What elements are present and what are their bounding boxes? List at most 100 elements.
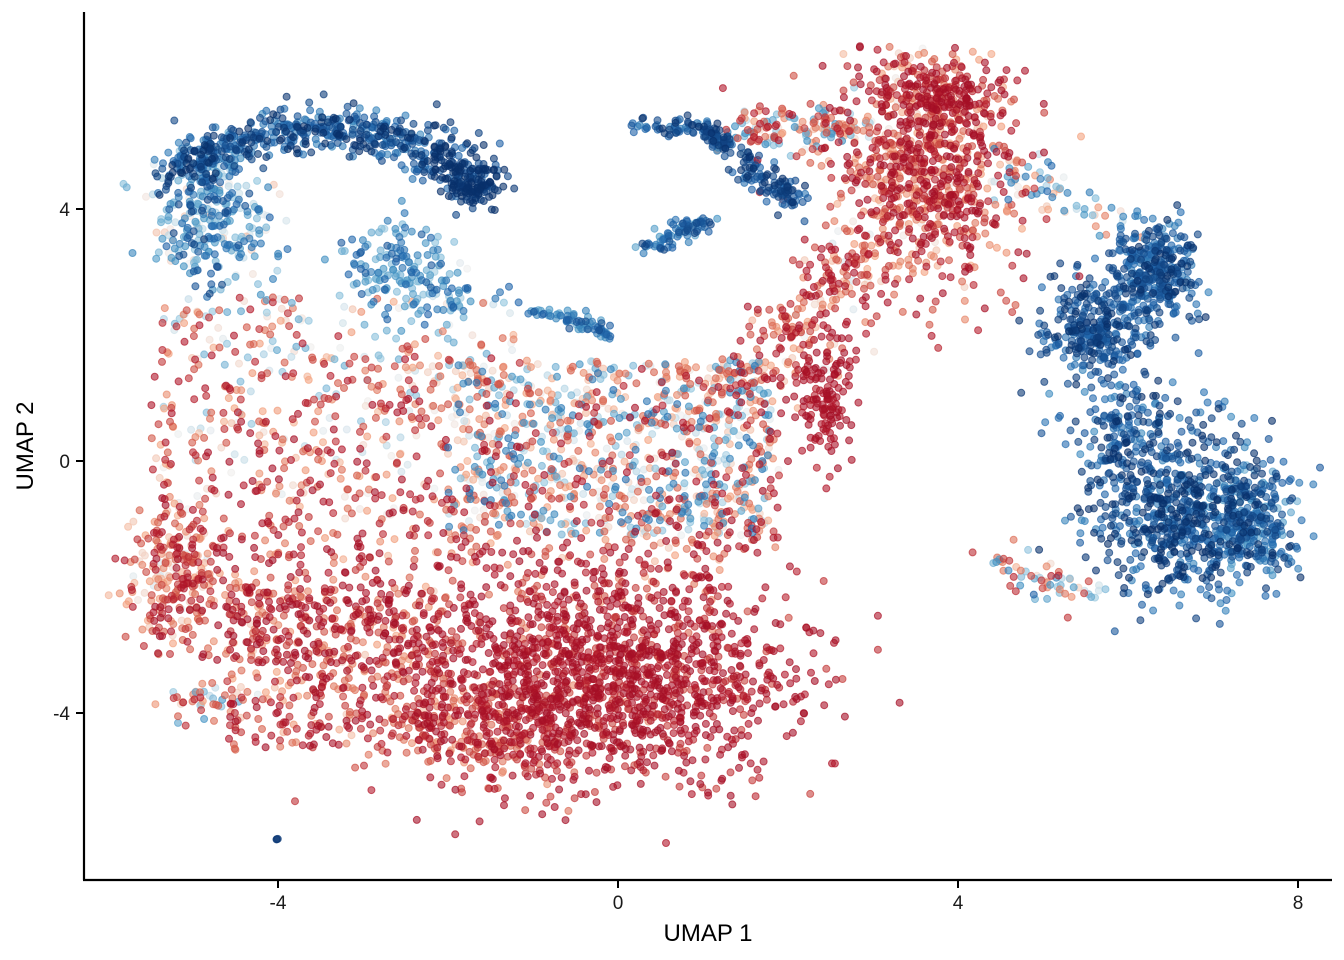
scatter-point: [230, 744, 239, 753]
scatter-point: [1063, 188, 1072, 197]
scatter-point: [344, 674, 353, 683]
scatter-point: [521, 806, 530, 815]
scatter-point: [319, 426, 328, 435]
scatter-point: [564, 806, 573, 815]
scatter-point: [233, 182, 242, 191]
scatter-point: [360, 320, 369, 329]
scatter-point: [350, 260, 359, 269]
scatter-point: [1259, 459, 1268, 468]
scatter-point: [480, 517, 489, 526]
scatter-point: [945, 256, 953, 265]
scatter-point: [243, 687, 252, 696]
scatter-point: [1192, 300, 1201, 309]
scatter-point: [555, 494, 564, 503]
scatter-point: [272, 489, 280, 498]
scatter-point: [693, 437, 702, 446]
scatter-point: [237, 666, 246, 675]
scatter-point: [980, 218, 989, 227]
scatter-point: [992, 243, 1001, 252]
scatter-point: [608, 492, 617, 501]
scatter-point: [261, 536, 270, 545]
scatter-point: [246, 387, 255, 396]
scatter-point: [546, 396, 555, 405]
scatter-point: [445, 522, 454, 531]
scatter-point: [341, 514, 350, 523]
scatter-point: [560, 459, 569, 468]
scatter-point: [653, 526, 662, 535]
scatter-point: [434, 351, 443, 360]
scatter-point: [161, 559, 170, 567]
scatter-point: [200, 433, 209, 442]
scatter-point: [1077, 132, 1085, 141]
scatter-point: [140, 551, 149, 560]
scatter-point: [928, 305, 937, 314]
scatter-point: [715, 366, 724, 374]
scatter-point: [1294, 564, 1303, 573]
scatter-point: [792, 378, 801, 387]
scatter-point: [745, 322, 754, 331]
scatter-point: [248, 369, 257, 378]
scatter-point: [1287, 508, 1295, 517]
scatter-point: [983, 184, 992, 193]
scatter-point: [311, 135, 320, 144]
scatter-point: [435, 362, 443, 370]
scatter-point: [263, 477, 272, 486]
scatter-point: [357, 307, 366, 316]
scatter-point: [520, 469, 529, 478]
scatter-point: [1175, 601, 1184, 610]
scatter-point: [437, 404, 446, 413]
scatter-point: [625, 451, 634, 460]
scatter-point: [527, 494, 535, 503]
scatter-point: [860, 241, 869, 250]
scatter-point: [174, 718, 182, 727]
scatter-point: [369, 297, 378, 306]
scatter-point: [237, 693, 246, 702]
scatter-point: [639, 568, 648, 577]
scatter-point: [276, 316, 285, 325]
scatter-point: [361, 401, 370, 410]
scatter-point: [1038, 584, 1047, 593]
scatter-point: [509, 472, 518, 480]
scatter-point: [941, 74, 950, 83]
scatter-point: [195, 476, 204, 485]
scatter-point: [329, 559, 338, 568]
scatter-point: [1101, 395, 1109, 404]
scatter-point: [496, 427, 504, 436]
scatter-point: [506, 519, 515, 528]
scatter-point: [472, 525, 481, 534]
scatter-point: [379, 530, 387, 539]
scatter-point: [582, 526, 591, 535]
scatter-point: [642, 532, 651, 541]
scatter-point: [870, 347, 879, 356]
scatter-point: [1024, 545, 1033, 554]
scatter-point: [537, 514, 546, 523]
scatter-point: [361, 466, 370, 475]
scatter-point: [535, 399, 544, 408]
scatter-point: [754, 366, 763, 375]
scatter-point: [499, 371, 508, 379]
scatter-point: [510, 419, 519, 428]
scatter-point: [403, 460, 412, 469]
scatter-point: [256, 290, 265, 299]
scatter-point: [548, 414, 557, 423]
scatter-point: [1084, 577, 1093, 586]
scatter-point: [445, 270, 454, 278]
scatter-point: [429, 401, 438, 410]
scatter-point: [843, 62, 852, 71]
scatter-point: [235, 253, 244, 262]
scatter-point: [368, 286, 377, 294]
scatter-point: [450, 237, 459, 246]
scatter-point: [809, 119, 818, 127]
scatter-point: [336, 343, 345, 352]
scatter-point: [289, 481, 297, 490]
scatter-point: [275, 190, 284, 199]
scatter-point: [1221, 606, 1230, 615]
scatter-point: [398, 263, 407, 272]
scatter-point: [367, 228, 376, 237]
scatter-point: [407, 227, 416, 236]
scatter-point: [295, 294, 303, 303]
scatter-point: [454, 400, 463, 409]
scatter-point: [479, 299, 488, 307]
scatter-point: [661, 420, 670, 429]
scatter-point: [442, 276, 451, 285]
